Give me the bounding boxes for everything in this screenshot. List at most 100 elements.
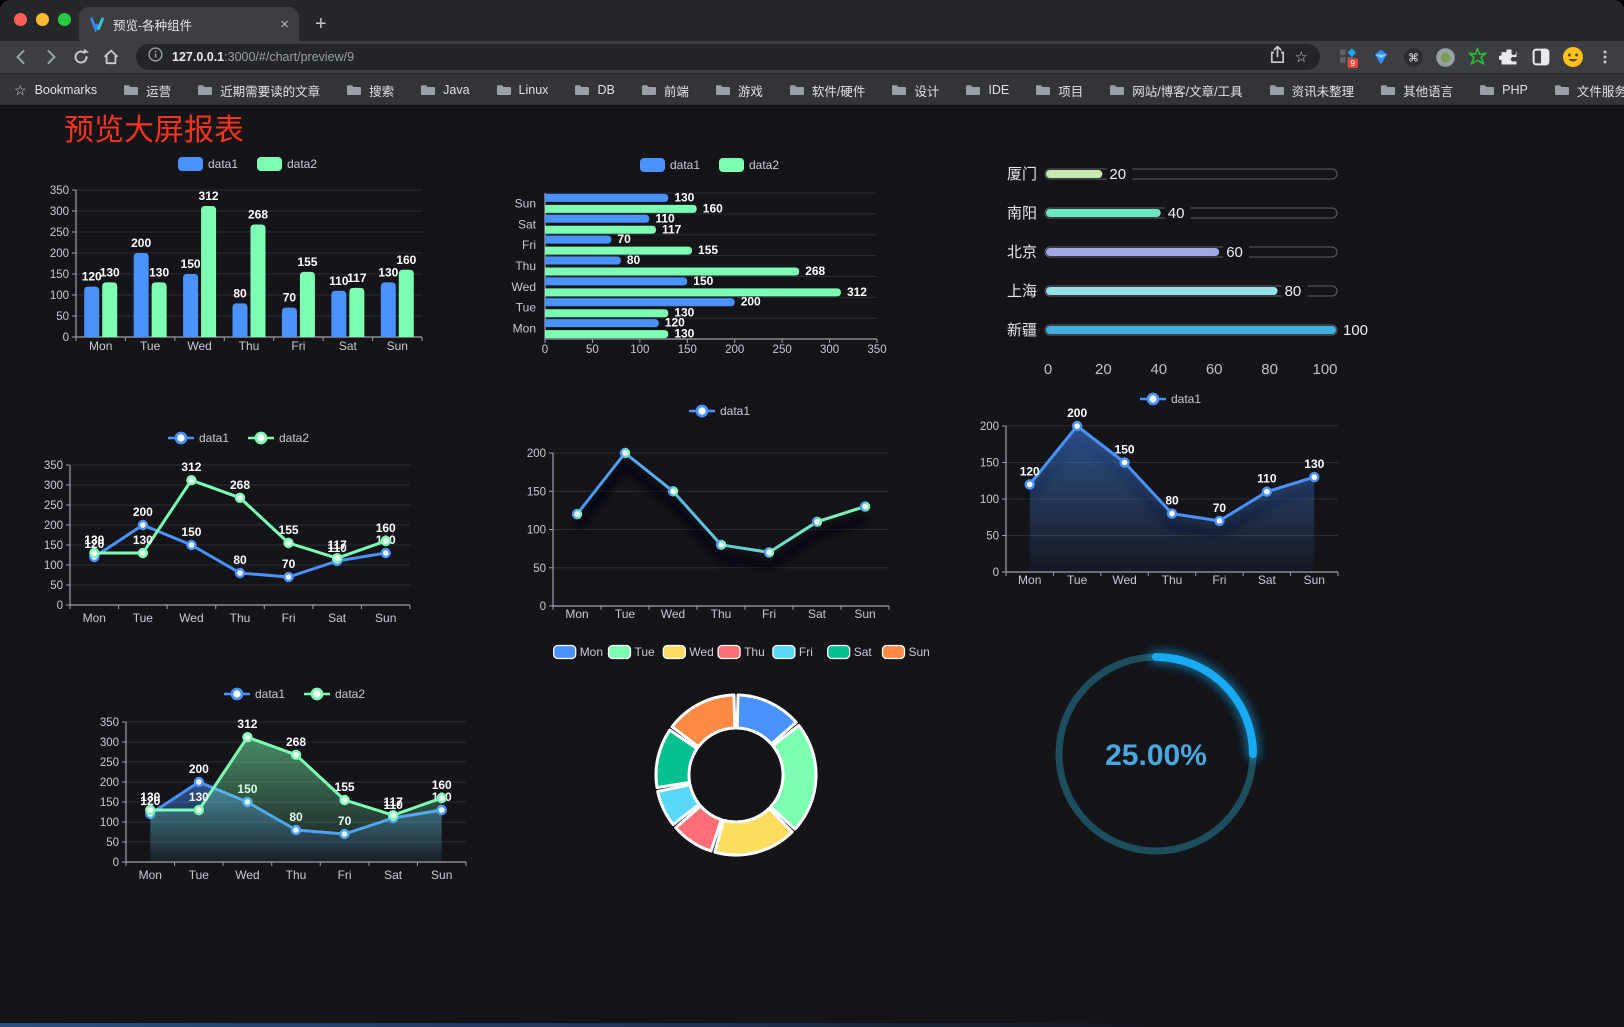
minimize-window-button[interactable] [36, 13, 49, 26]
svg-text:300: 300 [820, 344, 839, 356]
svg-text:200: 200 [527, 448, 546, 460]
site-info-icon[interactable] [148, 47, 163, 67]
url-path: :3000/#/chart/preview/9 [224, 50, 355, 64]
command-extension-icon[interactable]: ⌘ [1402, 46, 1424, 68]
two-series-area-chart[interactable]: 0 50 100 150 200 250 300 350 Mon Tue Wed Thu Fri Sat S… [100, 680, 498, 895]
svg-text:Thu: Thu [239, 339, 260, 353]
svg-text:350: 350 [867, 344, 886, 356]
horizontal-bar-chart[interactable]: 0 50 100 150 200 250 300 350 data1 data2 Mon 120 130… [505, 150, 897, 368]
bookmark-folder[interactable]: DB [574, 83, 615, 97]
bookmark-folder[interactable]: PHP [1479, 83, 1528, 97]
svg-text:Sat: Sat [384, 868, 403, 882]
svg-text:300: 300 [50, 206, 69, 218]
bookmark-folder[interactable]: 搜索 [346, 81, 394, 100]
grouped-bar-chart[interactable]: 0 50 100 150 200 250 300 350 Mon Tue Wed Thu Fri Sat S… [40, 150, 460, 365]
svg-text:data1: data1 [720, 404, 750, 418]
svg-text:Fri: Fri [282, 611, 296, 625]
tab-title: 预览-各种组件 [113, 18, 193, 33]
svg-text:Sat: Sat [808, 607, 827, 621]
browser-toolbar: 127.0.0.1:3000/#/chart/preview/9 ☆ 9 ⌘ [0, 41, 1624, 73]
puzzle-extensions-icon[interactable] [1498, 46, 1520, 68]
svg-text:Tue: Tue [189, 868, 210, 882]
page-title: 预览大屏报表 [64, 114, 244, 147]
svg-text:100: 100 [1343, 322, 1368, 339]
new-tab-button[interactable]: + [315, 13, 327, 35]
bookmark-folder[interactable]: IDE [965, 83, 1009, 97]
svg-text:150: 150 [678, 344, 697, 356]
svg-text:data1: data1 [670, 158, 700, 172]
svg-text:250: 250 [773, 344, 792, 356]
tab-close-icon[interactable]: × [280, 15, 289, 33]
emoji-avatar-icon[interactable] [1562, 46, 1584, 68]
address-bar[interactable]: 127.0.0.1:3000/#/chart/preview/9 ☆ [136, 44, 1320, 70]
browser-tab[interactable]: 预览-各种组件 × [79, 7, 299, 41]
gem-extension-icon[interactable] [1370, 46, 1392, 68]
svg-text:Tue: Tue [1067, 573, 1088, 587]
bookmark-folder[interactable]: Java [420, 83, 470, 97]
svg-text:Mon: Mon [565, 607, 588, 621]
forward-icon[interactable] [38, 44, 64, 70]
svg-text:100: 100 [44, 560, 63, 572]
svg-text:150: 150 [100, 797, 119, 809]
bookmark-star-icon[interactable]: ☆ [1294, 49, 1308, 66]
back-icon[interactable] [8, 44, 34, 70]
svg-text:Sat: Sat [339, 339, 358, 353]
svg-text:0: 0 [63, 332, 69, 344]
svg-text:150: 150 [527, 486, 546, 498]
green-star-extension-icon[interactable] [1466, 46, 1488, 68]
nav-buttons [8, 44, 124, 70]
svg-text:312: 312 [181, 460, 201, 474]
svg-text:200: 200 [50, 248, 69, 260]
bookmark-folder[interactable]: Linux [496, 83, 548, 97]
bookmark-folder[interactable]: 游戏 [715, 81, 763, 100]
bookmark-folder[interactable]: 网站/博客/文章/工具 [1109, 81, 1243, 100]
svg-text:Mon: Mon [139, 868, 162, 882]
svg-text:117: 117 [662, 222, 682, 236]
bookmark-folder[interactable]: 软件/硬件 [789, 81, 865, 100]
donut-chart[interactable]: Mon Tue Wed Thu Fri Sat Sun [545, 636, 937, 888]
home-icon[interactable] [98, 44, 124, 70]
svg-text:120: 120 [1020, 464, 1040, 478]
kebab-menu-icon[interactable] [1594, 46, 1616, 68]
url-host: 127.0.0.1 [172, 50, 225, 64]
svg-text:Fri: Fri [522, 238, 536, 252]
svg-text:130: 130 [1304, 457, 1324, 471]
tab-favicon [90, 17, 104, 32]
multi-line-chart[interactable]: 0 50 100 150 200 250 300 350 Mon Tue Wed Thu Fri Sat S… [40, 425, 444, 637]
svg-text:0: 0 [113, 857, 119, 869]
gradient-line-chart[interactable]: 0 50 100 150 200 Mon Tue Wed Thu Fri Sat Sun data1 [505, 398, 897, 633]
svg-text:80: 80 [1261, 361, 1278, 378]
close-window-button[interactable] [14, 13, 27, 26]
blocks-badge-extension-icon[interactable]: 9 [1338, 46, 1360, 68]
svg-text:Wed: Wed [235, 868, 259, 882]
svg-text:Wed: Wed [689, 645, 713, 659]
zoom-window-button[interactable] [58, 13, 71, 26]
area-line-chart[interactable]: 0 50 100 150 200 Mon Tue Wed Thu Fri Sat Sun data1 12… [980, 390, 1378, 602]
svg-text:Sat: Sat [518, 217, 537, 231]
svg-text:350: 350 [100, 717, 119, 729]
reload-icon[interactable] [68, 44, 94, 70]
bookmark-folder[interactable]: 前端 [641, 81, 689, 100]
gauge-chart[interactable]: 25.00% [1040, 642, 1276, 872]
svg-text:155: 155 [297, 255, 317, 269]
bookmark-folder[interactable]: 设计 [891, 81, 939, 100]
bookmarks-star-icon[interactable]: ☆ [14, 81, 27, 98]
bookmark-folder[interactable]: 文件服务器 [1554, 81, 1624, 100]
progress-bar-chart[interactable]: 厦门 20 南阳 40 北京 60 上海 80 新疆 100 0 20 40 60 80 100 [985, 153, 1375, 388]
bookmark-folder[interactable]: 项目 [1035, 81, 1083, 100]
bookmark-folder[interactable]: 资讯未整理 [1269, 81, 1354, 100]
svg-text:155: 155 [279, 523, 299, 537]
bookmarks-label[interactable]: Bookmarks [34, 83, 98, 97]
bookmark-folder[interactable]: 运营 [123, 81, 171, 100]
svg-text:Tue: Tue [133, 611, 154, 625]
contrast-extension-icon[interactable] [1530, 46, 1552, 68]
svg-text:120: 120 [665, 316, 685, 330]
url-text[interactable]: 127.0.0.1:3000/#/chart/preview/9 [172, 50, 354, 64]
svg-text:80: 80 [1285, 283, 1302, 300]
bookmark-folder[interactable]: 其他语言 [1380, 81, 1453, 100]
bookmark-folder[interactable]: 近期需要读的文章 [197, 81, 320, 100]
svg-text:80: 80 [233, 286, 247, 300]
svg-text:130: 130 [100, 265, 120, 279]
record-extension-icon[interactable] [1434, 46, 1456, 68]
share-icon[interactable] [1269, 45, 1286, 69]
